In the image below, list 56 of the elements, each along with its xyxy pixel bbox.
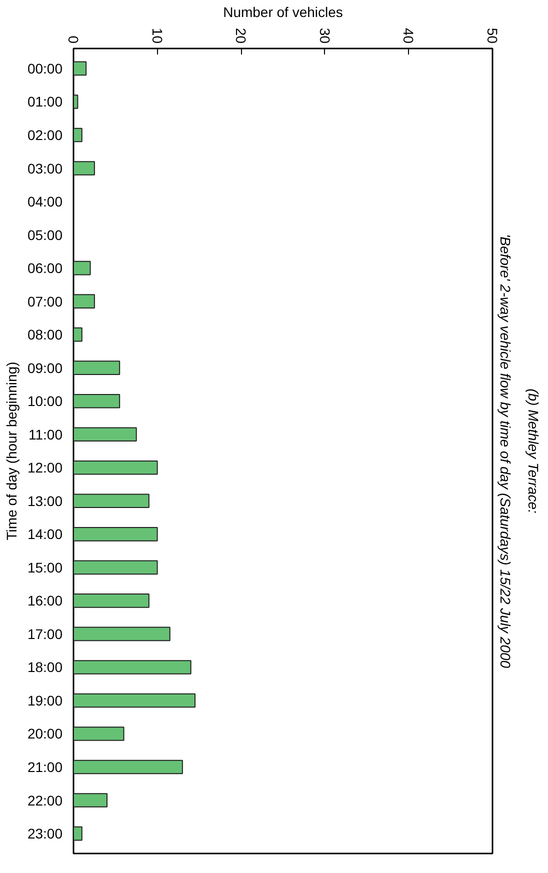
bar <box>74 294 95 308</box>
y-tick-label: 02:00 <box>27 126 63 143</box>
bar <box>74 427 137 442</box>
y-tick-label: 08:00 <box>27 326 63 343</box>
x-tick-label: 40 <box>400 28 417 44</box>
bar <box>74 793 108 808</box>
y-tick-label: 17:00 <box>27 626 63 642</box>
bar <box>74 594 150 608</box>
y-tick-label: 03:00 <box>27 160 63 176</box>
x-tick-label: 50 <box>484 28 500 44</box>
y-tick-label: 09:00 <box>27 360 63 376</box>
y-tick-label: 16:00 <box>27 592 63 609</box>
bar <box>74 161 95 176</box>
y-axis-title: Time of day (hour beginning) <box>3 362 20 540</box>
bar <box>74 726 124 741</box>
y-tick-label: 14:00 <box>27 526 63 542</box>
bar <box>74 260 91 276</box>
y-tick-label: 20:00 <box>27 726 63 742</box>
bar <box>74 460 158 475</box>
y-tick-label: 19:00 <box>27 692 63 708</box>
bar <box>74 560 158 575</box>
bar <box>74 626 170 642</box>
y-tick-label: 07:00 <box>27 293 63 310</box>
x-tick-label: 30 <box>316 28 333 44</box>
bar <box>74 826 82 841</box>
y-tick-label: 15:00 <box>27 559 63 576</box>
y-tick-label: 00:00 <box>27 60 63 76</box>
bar <box>74 693 196 708</box>
bar <box>74 128 82 142</box>
y-tick-label: 01:00 <box>27 94 63 110</box>
y-tick-label: 11:00 <box>28 426 63 442</box>
y-tick-label: 23:00 <box>27 826 63 842</box>
x-tick-label: 20 <box>233 28 250 44</box>
y-tick-label: 10:00 <box>27 393 63 410</box>
bar <box>74 61 87 76</box>
x-axis-title: Number of vehicles <box>223 4 343 20</box>
y-tick-label: 22:00 <box>27 792 63 808</box>
y-tick-label: 13:00 <box>27 492 63 509</box>
bar <box>74 327 82 342</box>
bar <box>74 660 192 674</box>
x-tick-label: 10 <box>149 28 166 44</box>
y-tick-label: 12:00 <box>27 460 63 476</box>
y-tick-label: 18:00 <box>27 659 63 676</box>
bar <box>74 494 150 508</box>
y-tick-label: 05:00 <box>27 226 63 243</box>
bar <box>74 760 183 774</box>
text: 'Before' 2-way vehicle flow by time of day (Saturdays) 15/22 July 2000 <box>498 234 514 668</box>
text: (b) Methley Terrace: <box>526 388 542 514</box>
y-tick-label: 21:00 <box>27 759 63 776</box>
bar <box>74 360 120 375</box>
x-tick-label: 0 <box>66 36 82 44</box>
bar <box>74 527 158 542</box>
y-tick-label: 04:00 <box>27 194 63 210</box>
bar <box>74 394 120 408</box>
bar <box>74 94 78 109</box>
y-tick-label: 06:00 <box>27 260 63 276</box>
